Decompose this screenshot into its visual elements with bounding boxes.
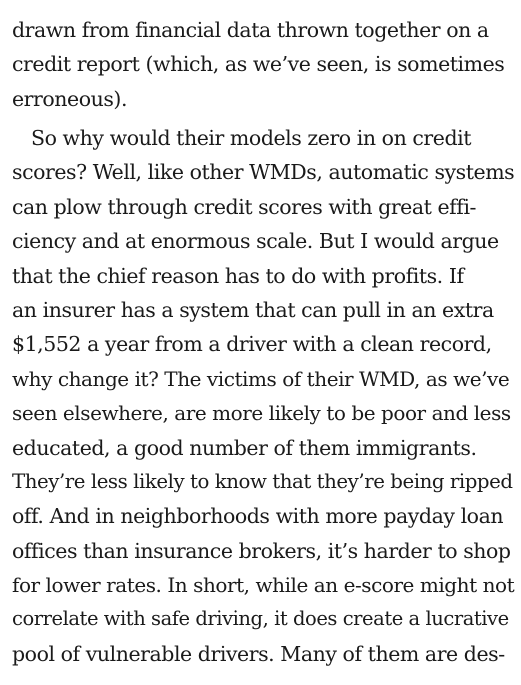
text-line: credit report (which, as we’ve seen, is … <box>12 52 505 77</box>
text-line: So why would their models zero in on cre… <box>31 126 472 150</box>
text-line: erroneous). <box>12 86 128 111</box>
text-line: scores? Well, like other WMDs, automatic… <box>12 160 515 185</box>
text-line: why change it? The victims of their WMD,… <box>12 366 510 391</box>
text-line: an insurer has a system that can pull in… <box>12 297 494 322</box>
text-line: off. And in neighborhoods with more payd… <box>12 504 504 529</box>
text-line: $1,552 a year from a driver with a clean… <box>12 332 492 357</box>
text-line: seen elsewhere, are more likely to be po… <box>12 401 511 426</box>
text-line: educated, a good number of them immigran… <box>12 435 477 460</box>
paragraph-1: drawn from financial data thrown togethe… <box>12 13 505 116</box>
text-line: They’re less likely to know that they’re… <box>12 469 513 493</box>
text-line: for lower rates. In short, while an e-sc… <box>12 573 515 598</box>
text-line: correlate with safe driving, it does cre… <box>12 607 509 631</box>
text-line: offices than insurance brokers, it’s har… <box>12 538 511 563</box>
paragraph-2: So why would their models zero in on cre… <box>12 121 515 671</box>
text-line: drawn from financial data thrown togethe… <box>12 18 489 42</box>
text-line: pool of vulnerable drivers. Many of them… <box>12 641 505 666</box>
text-line: that the chief reason has to do with pro… <box>12 263 464 288</box>
text-line: can plow through credit scores with grea… <box>12 194 477 219</box>
text-line: ciency and at enormous scale. But I woul… <box>12 229 499 254</box>
